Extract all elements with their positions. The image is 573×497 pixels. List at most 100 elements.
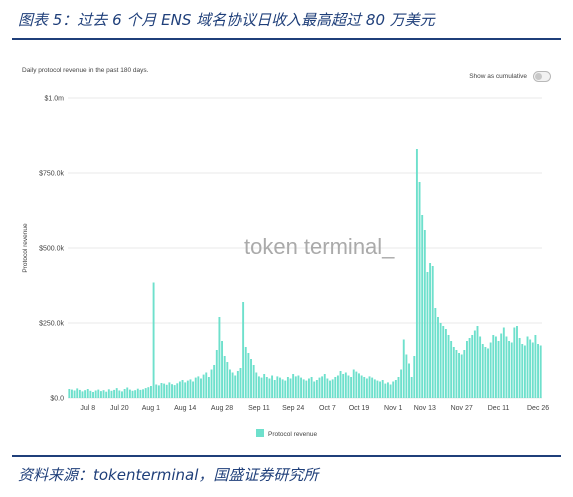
revenue-bar — [300, 377, 302, 398]
revenue-bar — [331, 379, 334, 398]
revenue-bar — [226, 362, 229, 398]
revenue-bar — [397, 377, 400, 398]
revenue-bar — [437, 317, 439, 398]
revenue-bar — [105, 391, 108, 398]
revenue-bar — [94, 390, 97, 398]
revenue-bar — [329, 380, 331, 398]
bars — [68, 149, 542, 398]
revenue-bar — [263, 374, 266, 398]
revenue-bar — [286, 377, 289, 398]
revenue-bar — [113, 389, 116, 398]
revenue-bar — [71, 389, 73, 398]
revenue-bar — [350, 377, 353, 398]
revenue-bar — [402, 339, 405, 398]
legend-swatch — [256, 429, 264, 437]
revenue-bar — [481, 344, 484, 398]
revenue-bar — [439, 323, 442, 398]
revenue-bar — [539, 345, 542, 398]
revenue-bar — [178, 381, 181, 398]
revenue-bar — [497, 341, 500, 398]
revenue-bar — [213, 365, 216, 398]
revenue-bar — [326, 378, 329, 398]
revenue-bar — [176, 383, 179, 398]
x-tick-label: Sep 11 — [248, 405, 270, 412]
x-tick-label: Oct 19 — [349, 405, 370, 412]
revenue-bar — [529, 339, 532, 398]
revenue-bar — [418, 182, 421, 398]
x-tick-label: Jul 20 — [110, 405, 129, 412]
revenue-bar — [447, 335, 450, 398]
revenue-bar — [518, 338, 521, 398]
revenue-bar — [260, 377, 263, 398]
revenue-bar — [476, 326, 479, 398]
x-tick-label: Aug 14 — [174, 405, 196, 412]
y-axis-label: Protocol revenue — [22, 223, 29, 273]
revenue-bar — [405, 354, 408, 398]
revenue-bar — [415, 149, 418, 398]
revenue-bar — [521, 344, 524, 398]
revenue-bar — [284, 380, 287, 398]
revenue-bar — [150, 386, 152, 398]
revenue-bar — [473, 330, 476, 398]
revenue-bar — [342, 374, 345, 398]
revenue-bar — [508, 341, 511, 398]
revenue-bar — [426, 272, 429, 398]
source-rule — [12, 455, 561, 457]
revenue-bar — [252, 365, 255, 398]
revenue-bar — [379, 381, 381, 398]
revenue-bar — [281, 379, 284, 398]
revenue-bar — [207, 377, 210, 398]
revenue-bar — [89, 390, 92, 398]
revenue-bar — [513, 327, 516, 398]
revenue-bar — [463, 350, 466, 398]
revenue-bar — [308, 378, 310, 398]
revenue-bar — [431, 266, 434, 398]
x-tick-label: Nov 1 — [384, 405, 402, 412]
x-tick-label: Dec 11 — [488, 405, 510, 412]
revenue-bar — [421, 215, 424, 398]
revenue-bar — [479, 336, 482, 398]
y-tick-label: $1.0m — [45, 96, 65, 103]
revenue-bar — [163, 383, 166, 398]
revenue-bar — [68, 389, 71, 398]
revenue-bar — [526, 336, 529, 398]
revenue-bar — [460, 354, 463, 398]
grid-lines — [68, 97, 542, 399]
x-tick-label: Dec 26 — [527, 405, 549, 412]
revenue-bar — [221, 341, 223, 398]
revenue-bar — [323, 374, 326, 398]
watermark: token terminal_ — [244, 234, 395, 259]
x-tick-label: Oct 7 — [319, 405, 336, 412]
revenue-bar — [434, 308, 437, 398]
revenue-bar — [131, 390, 134, 398]
revenue-bar — [255, 372, 258, 398]
revenue-bar — [410, 377, 413, 398]
revenue-bar — [86, 389, 89, 398]
figure-title: 图表 5：过去 6 个月 ENS 域名协议日收入最高超过 80 万美元 — [18, 11, 435, 29]
revenue-bar — [136, 388, 139, 398]
revenue-bar — [84, 390, 87, 398]
revenue-bar — [244, 347, 247, 398]
revenue-bar — [347, 375, 350, 398]
revenue-bar — [489, 342, 492, 398]
revenue-bar — [110, 390, 113, 398]
legend: Protocol revenue — [256, 429, 318, 438]
revenue-bar — [134, 390, 137, 398]
x-axis-ticks: Jul 8 Jul 20 Aug 1 Aug 14 Aug 28 Sep 11 Sep 24… — [80, 405, 549, 412]
x-tick-label: Sep 24 — [282, 405, 304, 412]
revenue-bar — [358, 373, 360, 398]
cumulative-toggle-label: Show as cumulative — [469, 73, 527, 80]
revenue-bar — [363, 377, 366, 398]
revenue-bar — [102, 390, 105, 398]
revenue-bar — [229, 369, 231, 398]
revenue-bar — [468, 338, 471, 398]
revenue-bar — [429, 263, 432, 398]
revenue-bar — [384, 383, 387, 398]
revenue-bar — [318, 377, 321, 398]
revenue-bar — [310, 377, 313, 398]
revenue-bar — [452, 347, 455, 398]
x-tick-label: Nov 27 — [451, 405, 473, 412]
toggle-knob — [535, 73, 542, 80]
cumulative-toggle[interactable] — [533, 71, 551, 82]
